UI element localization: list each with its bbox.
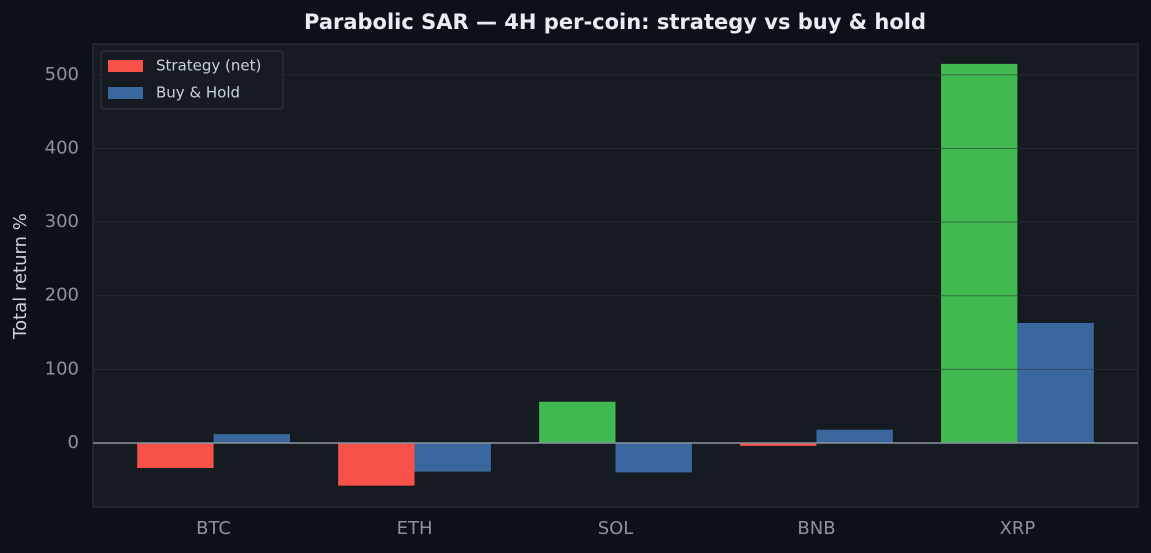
- bar: [338, 442, 415, 486]
- y-axis-label: Total return %: [10, 213, 31, 340]
- legend-swatch: [108, 87, 143, 99]
- x-tick-label: XRP: [1000, 518, 1036, 539]
- legend-box: [100, 50, 284, 110]
- legend-label: Strategy (net): [156, 57, 261, 75]
- legend-label: Buy & Hold: [156, 84, 240, 102]
- y-tick-label: 100: [45, 358, 79, 379]
- y-tick-label: 400: [45, 138, 79, 159]
- bar: [539, 401, 616, 443]
- y-tick-label: 500: [45, 64, 79, 85]
- x-tick-label: SOL: [598, 518, 634, 539]
- legend-swatch: [108, 60, 143, 72]
- bar: [615, 442, 692, 473]
- x-tick-label: ETH: [397, 518, 433, 539]
- x-tick-label: BNB: [797, 518, 835, 539]
- y-tick-label: 300: [45, 211, 79, 232]
- bar: [1017, 322, 1094, 443]
- bar: [816, 429, 893, 443]
- bar: [941, 63, 1018, 443]
- x-tick-label: BTC: [196, 518, 231, 539]
- y-tick-label: 0: [68, 432, 79, 453]
- chart-title: Parabolic SAR — 4H per-coin: strategy vs…: [304, 10, 926, 34]
- bar: [137, 442, 214, 468]
- bar: [740, 442, 817, 446]
- bar: [414, 442, 491, 472]
- bar: [213, 434, 290, 443]
- y-tick-label: 200: [45, 285, 79, 306]
